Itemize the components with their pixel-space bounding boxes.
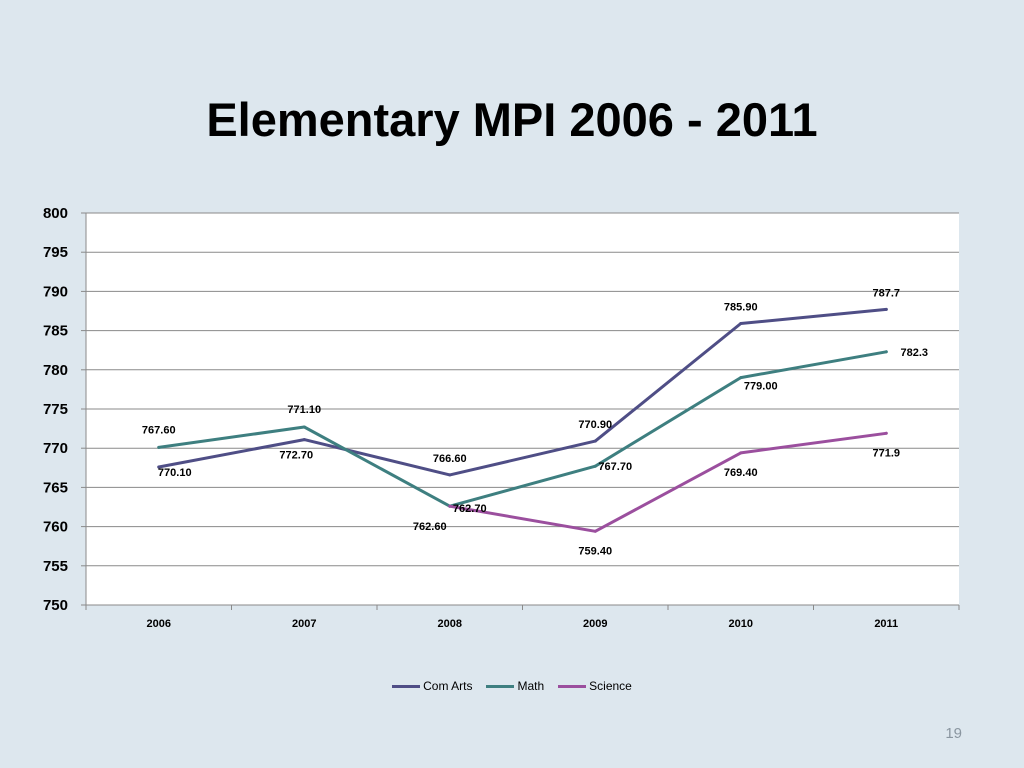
data-label: 767.70 <box>598 461 632 473</box>
data-point <box>739 451 743 455</box>
data-point <box>593 464 597 468</box>
legend: Com Arts Math Science <box>0 679 1024 693</box>
series-line-science <box>448 431 888 533</box>
data-label: 770.10 <box>158 467 192 479</box>
data-label: 769.40 <box>724 467 758 479</box>
data-point <box>884 307 888 311</box>
data-point <box>739 322 743 326</box>
data-point <box>448 504 452 508</box>
data-label: 787.7 <box>872 287 900 299</box>
data-label: 771.9 <box>872 447 900 459</box>
series-line-math <box>157 350 888 508</box>
data-point <box>593 439 597 443</box>
legend-swatch <box>392 684 421 688</box>
data-point <box>302 425 306 429</box>
gridlines <box>86 212 959 606</box>
data-label: 782.3 <box>900 347 928 359</box>
data-point <box>739 376 743 380</box>
data-point <box>884 431 888 435</box>
legend-item: Science <box>558 679 632 693</box>
x-tick-label: 2010 <box>729 618 753 630</box>
data-label: 771.10 <box>287 404 321 416</box>
data-label: 767.60 <box>142 424 176 436</box>
y-tick-label: 790 <box>43 283 68 300</box>
x-tick-label: 2008 <box>438 618 462 630</box>
legend-label: Science <box>589 679 632 693</box>
legend-swatch <box>558 684 587 688</box>
y-tick-label: 750 <box>43 597 68 614</box>
data-point <box>593 529 597 533</box>
data-label: 779.00 <box>744 381 778 393</box>
y-tick-label: 760 <box>43 519 68 536</box>
legend-label: Com Arts <box>423 679 473 693</box>
data-label: 785.90 <box>724 302 758 314</box>
legend-label: Math <box>517 679 545 693</box>
y-tick-label: 755 <box>43 558 68 575</box>
legend-item: Math <box>486 679 544 693</box>
y-tick-label: 800 <box>43 205 68 222</box>
slide-title: Elementary MPI 2006 - 2011 <box>206 93 818 146</box>
data-point <box>302 438 306 442</box>
data-label: 759.40 <box>578 545 612 557</box>
y-tick-label: 795 <box>43 244 68 261</box>
data-point <box>157 465 161 469</box>
legend-swatch <box>486 684 515 688</box>
slide-number: 19 <box>945 725 962 742</box>
series-lines <box>157 307 888 533</box>
data-label: 762.60 <box>413 521 447 533</box>
data-point <box>884 350 888 354</box>
y-axis-ticks: 750 755 760 765 770 775 780 785 790 795 800 <box>43 205 86 614</box>
y-tick-label: 785 <box>43 323 68 340</box>
x-tick-label: 2007 <box>292 618 316 630</box>
data-point <box>157 445 161 449</box>
data-point <box>448 473 452 477</box>
y-tick-label: 765 <box>43 479 68 496</box>
legend-item: Com Arts <box>392 679 472 693</box>
data-label: 766.60 <box>433 453 467 465</box>
x-axis-ticks: 2006 2007 2008 2009 2010 2011 <box>85 605 960 630</box>
series-line-com-arts <box>157 307 888 477</box>
x-tick-label: 2011 <box>874 618 898 630</box>
y-tick-label: 770 <box>43 440 68 457</box>
data-labels: 770.10 772.70 766.60 770.90 785.90 787.7 767.6… <box>142 287 928 557</box>
y-tick-label: 780 <box>43 362 68 379</box>
data-label: 770.90 <box>578 419 612 431</box>
y-tick-label: 775 <box>43 401 68 418</box>
x-tick-label: 2009 <box>583 618 607 630</box>
data-label: 772.70 <box>279 450 313 462</box>
x-tick-label: 2006 <box>147 618 171 630</box>
data-label: 762.70 <box>453 503 487 515</box>
